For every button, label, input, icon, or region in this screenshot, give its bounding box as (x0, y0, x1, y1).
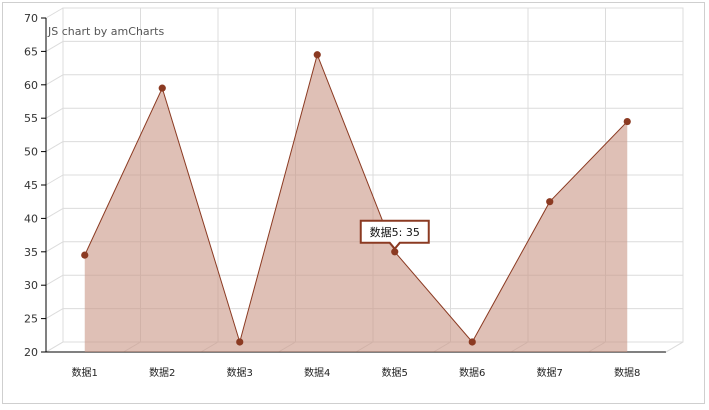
y-tick-label: 30 (24, 279, 38, 292)
x-tick-label: 数据6 (459, 366, 485, 379)
axis-labels: 20 25 30 35 40 45 50 55 60 65 70 数据1 数据2 数据3 数据4 数据5 数据6… (24, 12, 640, 379)
data-point[interactable] (158, 84, 166, 92)
x-axis-depth (665, 341, 684, 353)
y-tick-label: 70 (24, 12, 38, 25)
grid-depth-line (45, 7, 64, 19)
y-tick-label: 20 (24, 346, 38, 359)
y-tick-label: 65 (24, 45, 38, 58)
series-area (84, 53, 628, 353)
grid-depth-line (45, 241, 64, 253)
series-area-fill (84, 54, 628, 353)
grid-floor-line (45, 341, 64, 353)
tooltip-text: 数据5: 35 (370, 225, 420, 239)
y-tick-label: 40 (24, 212, 38, 225)
y-tick-label: 25 (24, 313, 38, 326)
x-tick-label: 数据8 (614, 366, 640, 379)
x-tick-label: 数据7 (537, 366, 563, 379)
chart-credit[interactable]: JS chart by amCharts (47, 25, 164, 38)
data-points[interactable] (81, 51, 631, 346)
tooltip: 数据5: 35 (359, 219, 430, 251)
grid-depth-line (45, 40, 64, 52)
y-tick-label: 35 (24, 246, 38, 259)
data-point[interactable] (391, 248, 399, 256)
grid-depth-line (45, 308, 64, 320)
grid-depth-line (45, 141, 64, 153)
area-chart: 20 25 30 35 40 45 50 55 60 65 70 数据1 数据2 数据3 数据4 数据5 数据6… (24, 7, 684, 379)
grid-depth-line (45, 107, 64, 119)
x-tick-label: 数据4 (304, 366, 330, 379)
x-tick-label: 数据1 (72, 366, 98, 379)
x-tick-label: 数据2 (149, 366, 175, 379)
x-tick-label: 数据5 (382, 366, 408, 379)
data-point[interactable] (313, 51, 321, 59)
data-point[interactable] (546, 198, 554, 206)
grid-depth-line (45, 274, 64, 286)
data-point[interactable] (81, 251, 89, 259)
data-point[interactable] (236, 338, 244, 346)
grid-depth-line (45, 174, 64, 186)
x-tick-label: 数据3 (227, 366, 253, 379)
data-point[interactable] (468, 338, 476, 346)
tooltip-box (359, 219, 430, 251)
y-tick-label: 55 (24, 112, 38, 125)
grid-depth-line (45, 207, 64, 219)
series-line (84, 53, 628, 344)
grid-depth-line (45, 74, 64, 86)
chart-frame: 20 25 30 35 40 45 50 55 60 65 70 数据1 数据2 数据3 数据4 数据5 数据6… (2, 2, 705, 404)
y-tick-label: 60 (24, 79, 38, 92)
y-tick-label: 45 (24, 179, 38, 192)
data-point[interactable] (623, 117, 631, 126)
y-tick-label: 50 (24, 146, 38, 159)
